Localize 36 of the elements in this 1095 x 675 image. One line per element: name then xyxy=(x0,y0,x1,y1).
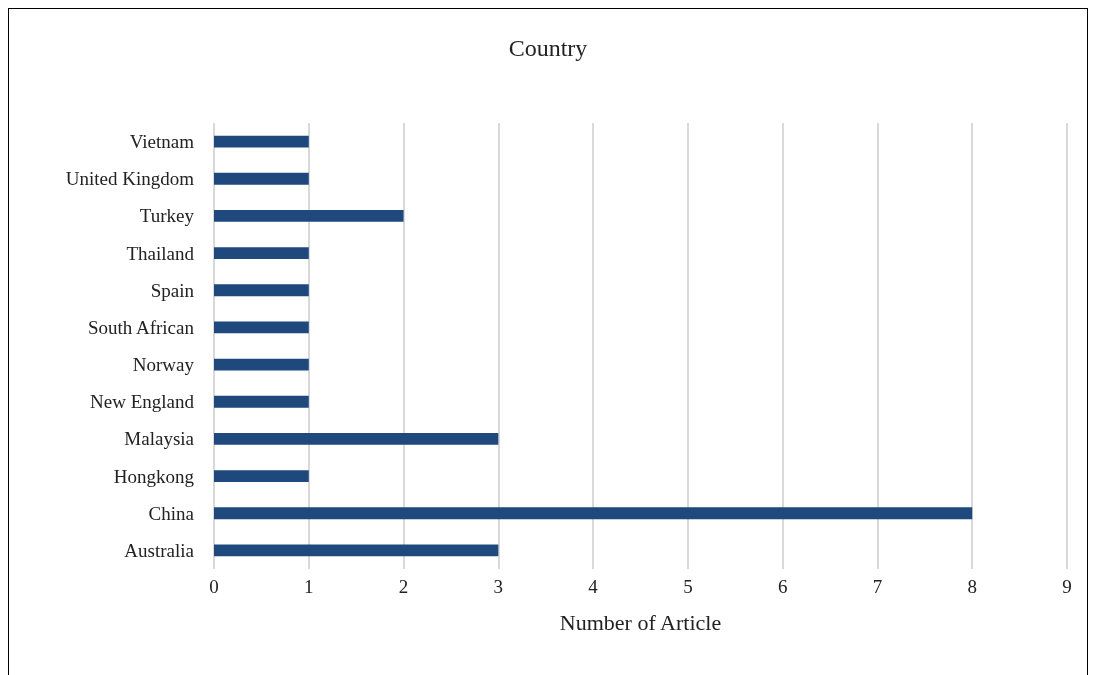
y-tick-label: Vietnam xyxy=(129,131,195,153)
x-tick-label: 6 xyxy=(777,576,788,597)
x-tick-label: 3 xyxy=(493,576,504,597)
x-tick-label: 5 xyxy=(683,576,693,597)
y-tick-label: Norway xyxy=(132,354,195,376)
x-tick-label: 4 xyxy=(588,576,599,597)
bar xyxy=(214,284,309,297)
y-tick-label: South African xyxy=(87,316,195,338)
bar xyxy=(214,544,499,557)
y-tick-label: Spain xyxy=(150,279,195,301)
x-tick-label: 0 xyxy=(209,576,219,597)
y-tick-label: Malaysia xyxy=(124,428,195,450)
x-tick-label: 9 xyxy=(1062,576,1072,597)
y-tick-label: Australia xyxy=(124,539,195,561)
y-tick-label: China xyxy=(148,502,195,524)
y-tick-label: Turkey xyxy=(139,205,195,227)
y-tick-label: Hongkong xyxy=(113,465,195,487)
y-tick-label: Thailand xyxy=(126,242,195,264)
x-tick-label: 7 xyxy=(872,576,883,597)
x-axis-title: Number of Article xyxy=(559,609,722,635)
bar xyxy=(214,321,309,334)
chart-title: Country xyxy=(508,35,588,61)
x-tick-label: 1 xyxy=(304,576,314,597)
bar xyxy=(214,395,309,408)
bar xyxy=(214,172,309,185)
bar xyxy=(214,507,973,520)
bar xyxy=(214,358,309,371)
bar xyxy=(214,209,404,222)
y-tick-label: United Kingdom xyxy=(65,168,195,190)
bar xyxy=(214,470,309,483)
x-tick-label: 2 xyxy=(398,576,409,597)
bar xyxy=(214,247,309,260)
bar xyxy=(214,432,499,445)
x-tick-label: 8 xyxy=(967,576,977,597)
y-tick-label: New England xyxy=(90,391,195,413)
bar xyxy=(214,135,309,148)
